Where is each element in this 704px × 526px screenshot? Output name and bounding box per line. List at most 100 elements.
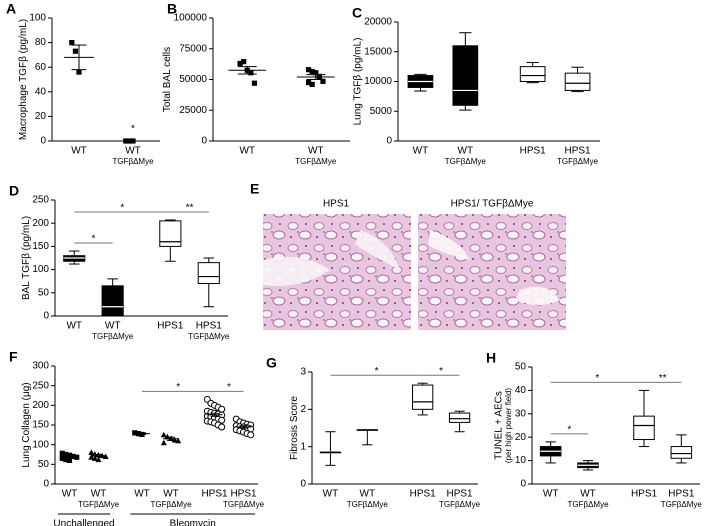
point [59, 455, 65, 462]
point [59, 450, 65, 456]
box [452, 45, 479, 106]
image-title: HPS1 [323, 199, 350, 210]
point [237, 60, 243, 67]
y-axis-note: (per high power field) [504, 388, 513, 463]
y-tick-label: 25000 [179, 105, 207, 116]
significance-label: * [439, 366, 443, 377]
x-tick-label: WT [308, 146, 324, 157]
y-tick-label: 0 [40, 136, 46, 147]
point [218, 416, 226, 424]
panel-letter: E [250, 181, 259, 197]
x-tick-label: HPS1 [157, 321, 184, 332]
x-tick-label: HPS1 [410, 489, 437, 500]
point [241, 59, 247, 65]
x-tick-label: HPS1 [201, 489, 228, 500]
point [248, 70, 254, 76]
point [309, 81, 315, 88]
significance-label: * [227, 382, 231, 393]
significance-label: ** [186, 203, 194, 214]
point [171, 436, 178, 443]
significance-label: * [131, 124, 135, 135]
point [320, 78, 326, 84]
x-tick-label: WT [71, 146, 87, 157]
x-tick-label: WT [105, 321, 121, 332]
panel-letter: B [167, 1, 177, 17]
y-tick-label: 1 [300, 441, 306, 452]
panel-e: E HPS1 HPS1/ TGFβΔMye [250, 181, 566, 330]
x-tick-label: WT [543, 489, 559, 500]
y-tick-label: 40 [515, 385, 527, 396]
y-tick-label: 0 [520, 479, 526, 490]
x-tick-label: WT [62, 489, 78, 500]
image-title: HPS1/ TGFβΔMye [451, 199, 534, 210]
point [160, 431, 167, 438]
x-tick-label: HPS1 [631, 489, 658, 500]
y-tick-label: 250 [32, 380, 49, 391]
y-tick-label: 0 [43, 311, 49, 322]
y-axis-label: Lung TGFβ (pg/mL) [353, 38, 364, 126]
box [412, 384, 434, 410]
box [564, 72, 591, 91]
y-tick-label: 150 [32, 241, 49, 252]
y-axis-label: Total BAL cells [162, 47, 173, 112]
y-tick-label: 10000 [364, 76, 392, 87]
histology-image [418, 214, 566, 330]
point [76, 69, 82, 75]
point [132, 430, 138, 436]
x-tick-label: WT [125, 146, 141, 157]
y-tick-label: 0 [43, 479, 49, 490]
box [670, 446, 693, 459]
group-label: Unchallenged [53, 519, 114, 526]
panel-letter: D [9, 183, 19, 199]
point [102, 453, 109, 459]
point [313, 70, 319, 76]
y-tick-label: 50 [38, 287, 50, 298]
point [160, 439, 167, 446]
x-tick-label: HPS1 [668, 489, 695, 500]
y-tick-label: 30 [515, 408, 527, 419]
y-tick-label: 50 [38, 459, 50, 470]
x-tick-note: TGFβΔMye [295, 157, 337, 166]
y-tick-label: 200 [32, 400, 49, 411]
y-tick-label: 50000 [179, 74, 207, 85]
box [633, 415, 655, 441]
y-tick-label: 3 [300, 367, 306, 378]
x-tick-label: WT [323, 489, 339, 500]
panel-letter: F [9, 349, 18, 365]
y-tick-label: 75000 [179, 43, 207, 54]
significance-label: * [91, 234, 95, 245]
y-axis-label: Macrophage TGFβ (pg/mL) [18, 19, 29, 140]
significance-label: * [176, 382, 180, 393]
x-tick-label: HPS1 [230, 489, 257, 500]
point [88, 454, 95, 460]
box [197, 262, 220, 285]
point [63, 451, 69, 458]
point [164, 433, 171, 440]
x-tick-note: TGFβΔMye [445, 157, 487, 166]
y-tick-label: 0 [386, 136, 392, 147]
panel-letter: C [352, 5, 362, 21]
y-tick-label: 250 [32, 195, 49, 206]
box [519, 66, 546, 82]
y-tick-label: 50 [515, 362, 527, 373]
x-tick-label: HPS1 [196, 321, 223, 332]
point [88, 449, 95, 456]
x-tick-note: TGFβΔMye [92, 332, 134, 341]
y-tick-label: 100 [32, 264, 49, 275]
panel-letter: A [6, 1, 16, 17]
x-tick-note: TGFβΔMye [78, 500, 120, 509]
y-tick-label: 200 [32, 218, 49, 229]
point [247, 431, 255, 439]
y-tick-label: 150 [32, 420, 49, 431]
y-tick-label: 20 [515, 432, 527, 443]
point [66, 457, 73, 463]
y-axis-label: Lung Collagen (μg) [21, 382, 32, 467]
x-tick-note: TGFβΔMye [347, 500, 389, 509]
y-axis-label: Fibrosis Score [289, 396, 300, 460]
point [251, 80, 258, 86]
point [316, 73, 322, 80]
y-tick-label: 5000 [370, 106, 393, 117]
airspace [263, 230, 400, 286]
x-tick-note: TGFβΔMye [661, 500, 703, 509]
